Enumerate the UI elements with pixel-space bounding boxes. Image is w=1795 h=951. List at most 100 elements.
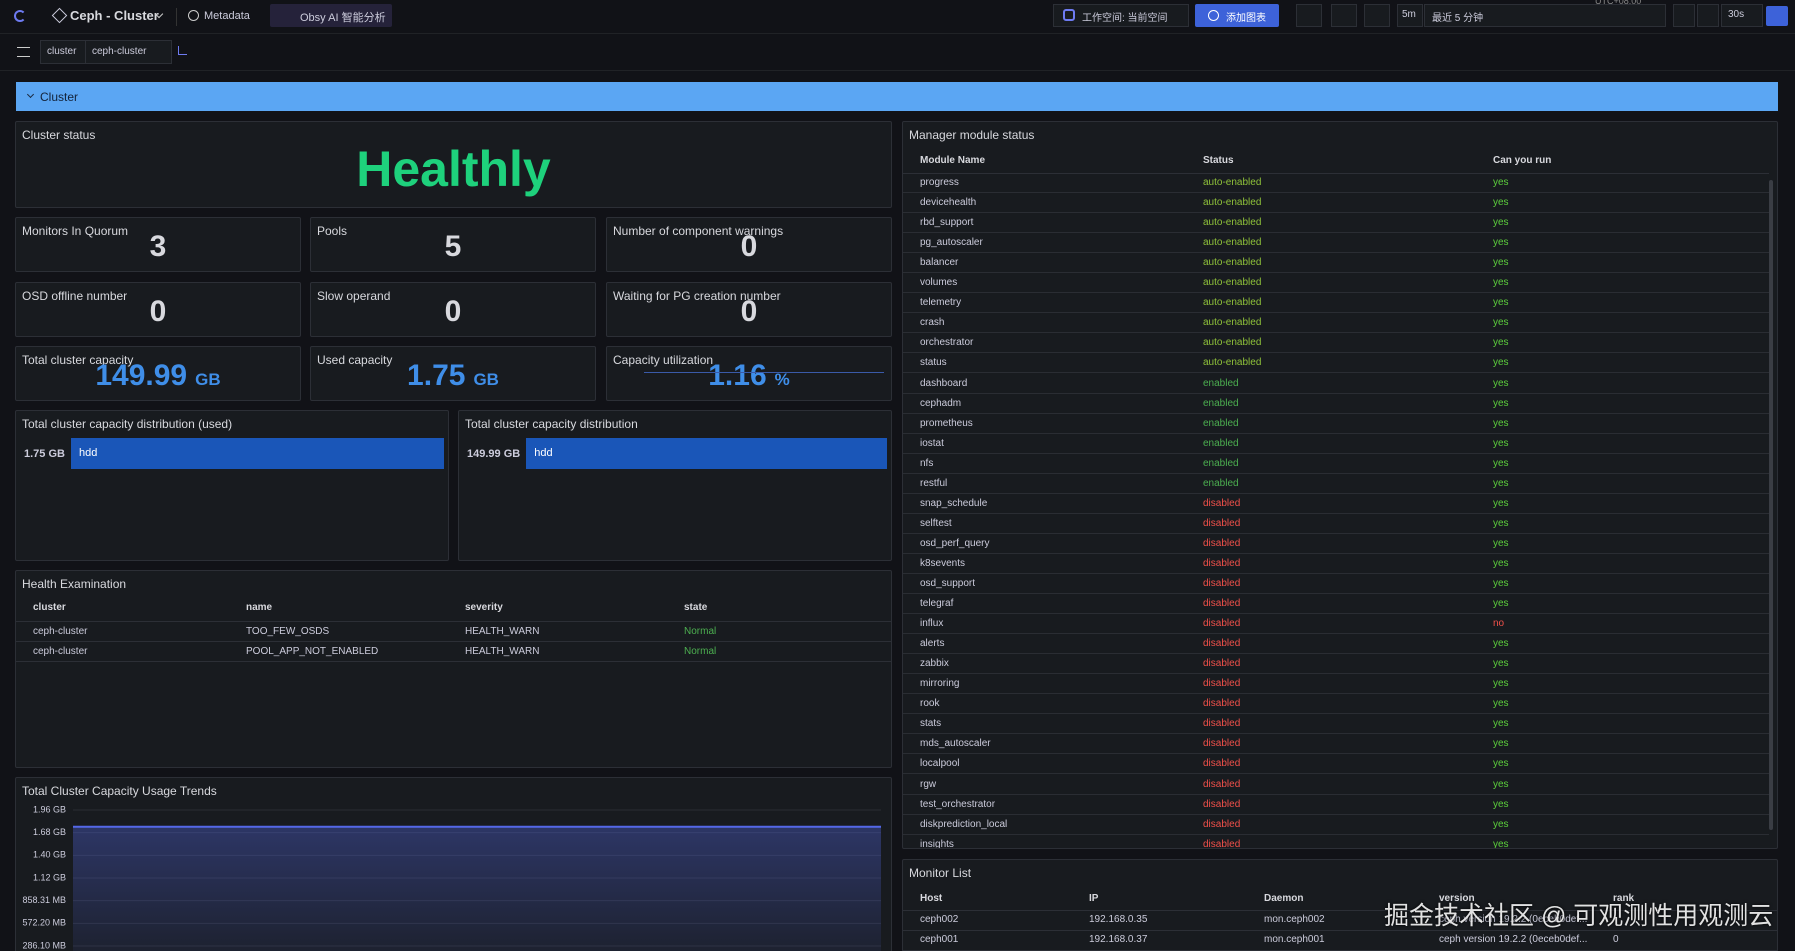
table-cell: auto-enabled [1203,257,1262,269]
row-header[interactable]: Cluster [16,82,1778,111]
y-tick-label: 572.20 MB [22,918,66,928]
panel-title: Total cluster capacity distribution (use… [22,417,233,431]
header-line [903,910,1777,911]
stat-panel: Pools 5 [310,217,596,272]
table-header: IP [1089,893,1099,904]
row-chevron [26,90,35,99]
row-line [16,641,891,642]
table-cell: yes [1493,177,1509,188]
table-cell: disabled [1203,618,1241,630]
table-cell: HEALTH_WARN [465,646,540,657]
table-cell: yes [1493,357,1509,369]
workspace-icon [1063,9,1075,21]
stat-value: 0 [740,230,758,263]
divider [176,8,177,26]
y-tick-label: 1.68 GB [33,827,66,837]
stat-panel: Waiting for PG creation number 0 [606,282,892,337]
filter-sep [85,40,86,64]
toolbar-icon [1296,4,1322,27]
range-short-box [1397,4,1423,27]
panel-title: Total cluster capacity [22,353,134,367]
table-header: name [246,602,273,613]
table-cell: enabled [1203,477,1239,489]
table-cell: disabled [1203,838,1241,849]
forward-button [1697,4,1719,27]
filter-box [40,40,172,64]
modules-panel: Manager module status Module Name Status Ca… [902,121,1778,849]
distribution-panel: Total cluster capacity distribution 149.9… [458,410,892,561]
table-cell: enabled [1203,397,1239,409]
table-cell: HEALTH_WARN [465,626,540,637]
panel-title: Health Examination [22,577,127,591]
range-box [1424,4,1666,27]
watermark: 掘金技术社区 @ 可观测性用观测云 [1384,902,1774,930]
row-line [903,653,1769,655]
table-cell: auto-enabled [1203,357,1262,369]
workspace-select[interactable]: 工作空间: 当前空间 [1082,13,1168,24]
row-line [903,252,1769,254]
ai-button[interactable]: Obsy AI 智能分析 [300,12,386,24]
row-line [903,833,1769,835]
table-cell: yes [1493,457,1509,469]
stat-unit: GB [473,370,499,389]
table-cell: selftest [920,517,952,529]
trend-chart: 1.96 GB 1.68 GB 1.40 GB 1.12 GB 858.31 MB 572… [22,804,881,951]
table-cell: yes [1493,578,1509,589]
table-cell: disabled [1203,658,1241,670]
table-cell: yes [1493,297,1509,309]
y-tick-label: 1.40 GB [33,850,66,860]
metadata-button[interactable]: Metadata [204,10,250,22]
row-line [903,532,1769,534]
row-line [903,292,1769,294]
table-cell: TOO_FEW_OSDS [246,626,330,637]
stat-unit: % [774,370,790,389]
dashboard-title[interactable]: Ceph - Cluster [70,8,159,23]
table-cell: yes [1493,758,1509,770]
table-cell: ceph version 19.2.2 (0eceb0def... [1439,934,1588,945]
health-panel: Health Examination cluster name severity sta… [15,570,892,768]
filter-select[interactable]: ceph-cluster [92,46,147,57]
add-chart-button[interactable]: 添加图表 [1226,13,1266,24]
table-cell: disabled [1203,578,1241,589]
table-cell: auto-enabled [1203,317,1262,329]
table-cell: pg_autoscaler [920,237,983,249]
table-cell: disabled [1203,638,1241,650]
table-cell: rgw [920,778,937,790]
row-line [903,552,1769,554]
row-line [903,673,1769,675]
table-cell: yes [1493,678,1509,690]
monitors-panel: Monitor List Host IP Daemon version rank ceph0… [902,859,1778,951]
table-cell: devicehealth [920,197,977,209]
time-range[interactable]: 最近 5 分钟 [1432,13,1484,24]
table-cell: balancer [920,257,959,269]
range-short[interactable]: 5m [1402,9,1416,20]
table-cell: yes [1493,417,1509,429]
table-cell: auto-enabled [1203,217,1262,229]
stat-value-wrap: 0 [607,230,891,264]
table-cell: mon.ceph001 [1264,934,1325,945]
table-header: Daemon [1264,893,1304,904]
table-cell: auto-enabled [1203,197,1262,209]
row-line [903,713,1769,715]
table-cell: yes [1493,257,1509,269]
trend-panel: Total Cluster Capacity Usage Trends 1.96 … [15,777,892,951]
panel-title: Number of component warnings [613,224,784,238]
stat-unit: GB [195,370,221,389]
table-cell: yes [1493,698,1509,710]
table-cell: localpool [920,758,960,770]
table-cell: osd_support [920,578,976,589]
table-cell: disabled [1203,557,1241,569]
stat-value: 1.16 [708,359,767,392]
table-cell: yes [1493,598,1509,610]
stat-value: 1.75 [407,359,466,392]
stat-value-wrap: 0 [607,295,891,329]
table-cell: disabled [1203,537,1241,549]
panel-title: Total Cluster Capacity Usage Trends [22,784,217,798]
refresh-interval[interactable]: 30s [1728,9,1745,20]
table-cell: yes [1493,477,1509,489]
table-cell: disabled [1203,497,1241,509]
table-cell: ceph-cluster [33,626,88,637]
table-cell: disabled [1203,798,1241,810]
table-cell: ceph002 [920,914,959,925]
bar-row: 1.75 GB hdd [24,438,444,469]
